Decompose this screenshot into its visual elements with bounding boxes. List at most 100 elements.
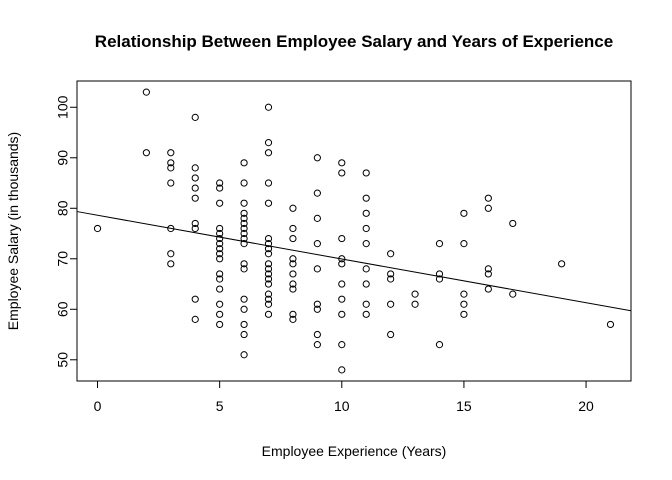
data-point <box>460 209 468 217</box>
data-point <box>191 295 199 303</box>
data-point <box>240 260 248 268</box>
data-point <box>362 310 370 318</box>
chart-title: Relationship Between Employee Salary and… <box>95 32 613 51</box>
data-point <box>362 224 370 233</box>
data-point <box>191 184 199 192</box>
data-point <box>338 280 346 288</box>
data-point <box>338 234 346 243</box>
data-point <box>240 214 248 222</box>
data-point <box>289 270 297 278</box>
data-point <box>264 199 273 207</box>
data-point <box>387 300 395 308</box>
data-point <box>191 174 199 182</box>
data-point <box>362 265 370 273</box>
data-point <box>216 234 224 243</box>
data-point <box>264 265 273 273</box>
data-point <box>264 275 273 283</box>
data-point <box>264 240 273 248</box>
data-point <box>435 275 444 283</box>
y-tick-label: 100 <box>55 95 71 119</box>
y-tick-label: 70 <box>55 251 71 267</box>
data-point <box>216 270 224 278</box>
data-point <box>264 149 273 157</box>
data-point <box>167 250 175 258</box>
data-point <box>264 179 273 187</box>
data-point <box>240 159 248 167</box>
data-point <box>240 320 248 329</box>
data-point <box>216 179 224 187</box>
data-point <box>191 194 199 202</box>
data-point <box>216 199 224 207</box>
x-tick-label: 5 <box>216 398 224 414</box>
data-point <box>435 270 444 278</box>
data-point <box>264 234 273 243</box>
data-point <box>289 255 297 263</box>
data-point <box>264 139 273 147</box>
data-point <box>460 300 468 308</box>
data-point <box>240 179 248 187</box>
data-point <box>338 260 346 268</box>
data-point <box>216 184 224 192</box>
data-point <box>558 260 566 268</box>
data-point <box>216 240 224 248</box>
data-point <box>313 305 321 313</box>
data-point <box>240 219 248 228</box>
y-tick-label: 90 <box>55 150 71 166</box>
x-tick-label: 15 <box>456 398 472 414</box>
data-point <box>435 240 444 248</box>
data-point <box>338 159 346 167</box>
data-point <box>264 260 273 268</box>
data-point <box>411 300 419 308</box>
data-point <box>240 234 248 243</box>
data-point <box>387 270 395 278</box>
data-point <box>264 310 273 318</box>
data-point <box>167 224 175 233</box>
data-point <box>387 250 395 258</box>
data-point <box>289 280 297 288</box>
regression-line-layer <box>76 211 632 312</box>
data-point <box>338 366 346 374</box>
y-axis: 50 60 70 80 90 100 <box>55 95 78 368</box>
data-point <box>264 250 273 258</box>
data-point <box>264 280 273 288</box>
data-point <box>191 224 199 233</box>
data-points <box>93 88 615 374</box>
data-point <box>240 265 248 273</box>
data-point <box>167 179 175 187</box>
data-point <box>142 149 150 157</box>
data-point <box>362 169 370 177</box>
data-point <box>362 280 370 288</box>
data-point <box>240 209 248 217</box>
y-tick-label: 80 <box>55 200 71 216</box>
data-point <box>362 194 370 202</box>
data-point <box>142 88 150 96</box>
y-tick-label: 60 <box>55 301 71 317</box>
data-point <box>264 245 273 253</box>
y-axis-label: Employee Salary (in thousands) <box>5 132 21 330</box>
data-point <box>313 300 321 308</box>
x-tick-label: 0 <box>94 398 102 414</box>
data-point <box>460 290 468 298</box>
data-point <box>362 300 370 308</box>
data-point <box>240 229 248 238</box>
data-point <box>338 295 346 303</box>
data-point <box>289 234 297 243</box>
data-point <box>240 199 248 207</box>
data-point <box>167 149 175 157</box>
data-point <box>264 300 273 308</box>
data-point <box>484 194 492 202</box>
data-point <box>216 285 224 293</box>
data-point <box>191 113 199 121</box>
data-point <box>289 224 297 233</box>
data-point <box>387 330 395 339</box>
data-point <box>191 315 199 323</box>
data-point <box>338 310 346 318</box>
data-point <box>484 265 492 273</box>
data-point <box>167 164 175 172</box>
data-point <box>240 330 248 339</box>
data-point <box>460 310 468 318</box>
data-point <box>313 265 321 273</box>
data-point <box>509 290 517 298</box>
data-point <box>216 255 224 263</box>
